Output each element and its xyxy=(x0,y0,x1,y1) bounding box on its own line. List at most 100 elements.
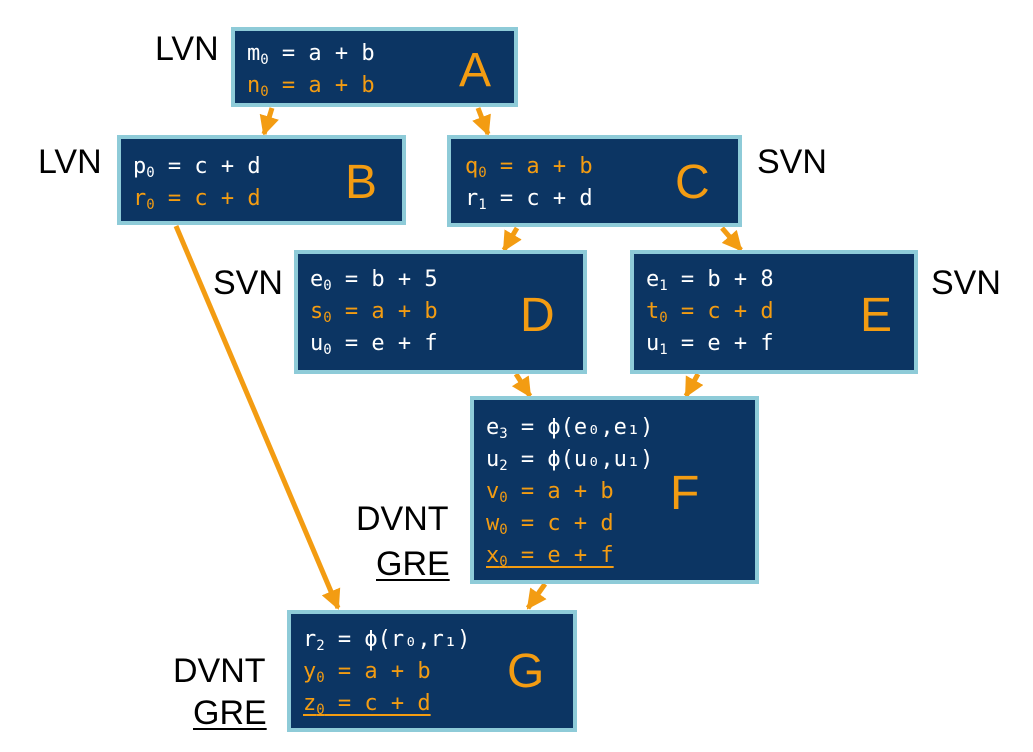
block-g-name: G xyxy=(507,645,545,698)
code-expr: = c + d xyxy=(486,186,593,211)
code-var: q xyxy=(465,154,479,179)
code-line: e0 = b + 5 xyxy=(310,264,438,296)
block-c-name: C xyxy=(675,156,710,209)
edge-a-c xyxy=(472,107,491,136)
code-expr: = e + f xyxy=(507,543,614,568)
code-var: t xyxy=(646,299,660,324)
block-c: q0 = a + b r1 = c + d C xyxy=(447,135,742,227)
code-var: u xyxy=(310,331,324,356)
edge-c-d xyxy=(501,226,522,252)
block-g: r2 = ϕ(r₀,r₁) y0 = a + b z0 = c + d G xyxy=(287,610,577,732)
code-var: u xyxy=(486,447,500,472)
code-line: p0 = c + d xyxy=(133,151,261,183)
block-d-code: e0 = b + 5 s0 = a + b u0 = e + f xyxy=(310,264,438,360)
code-expr: = a + b xyxy=(507,479,614,504)
label-c: SVN xyxy=(757,143,827,181)
code-subscript: 0 xyxy=(260,52,269,68)
code-var: e xyxy=(310,267,324,292)
code-expr: = c + d xyxy=(154,186,261,211)
code-var: x xyxy=(486,543,500,568)
code-expr: = a + b xyxy=(324,659,431,684)
code-var: r xyxy=(303,627,317,652)
code-expr: = a + b xyxy=(486,154,593,179)
code-expr: = a + b xyxy=(331,299,438,324)
edge-b-g xyxy=(173,225,341,610)
code-var: w xyxy=(486,511,500,536)
code-expr: = ϕ(r₀,r₁) xyxy=(324,627,471,652)
code-line: u2 = ϕ(u₀,u₁) xyxy=(486,444,653,476)
code-line: y0 = a + b xyxy=(303,656,470,688)
code-line: u0 = e + f xyxy=(310,328,438,360)
code-subscript: 0 xyxy=(323,342,332,358)
code-expr: = c + d xyxy=(667,299,774,324)
code-var: e xyxy=(486,415,500,440)
code-subscript: 2 xyxy=(316,638,325,654)
code-subscript: 0 xyxy=(316,702,325,718)
code-line: v0 = a + b xyxy=(486,476,653,508)
code-line: r0 = c + d xyxy=(133,183,261,215)
code-subscript: 0 xyxy=(499,490,508,506)
code-var: m xyxy=(247,41,261,66)
code-expr: = b + 5 xyxy=(331,267,438,292)
code-var: u xyxy=(646,331,660,356)
code-subscript: 0 xyxy=(316,670,325,686)
code-var: y xyxy=(303,659,317,684)
code-line: e1 = b + 8 xyxy=(646,264,774,296)
code-line: e3 = ϕ(e₀,e₁) xyxy=(486,412,653,444)
code-expr: = b + 8 xyxy=(667,267,774,292)
code-var: v xyxy=(486,479,500,504)
edge-d-f xyxy=(511,372,533,398)
code-line: q0 = a + b xyxy=(465,151,593,183)
code-line: n0 = a + b xyxy=(247,70,375,102)
block-a-code: m0 = a + b n0 = a + b xyxy=(247,38,375,102)
code-subscript: 1 xyxy=(478,197,487,213)
block-e: e1 = b + 8 t0 = c + d u1 = e + f E xyxy=(630,250,918,374)
edge-a-b xyxy=(259,107,279,136)
block-f: e3 = ϕ(e₀,e₁) u2 = ϕ(u₀,u₁) v0 = a + b w0 =… xyxy=(470,396,759,584)
block-d-name: D xyxy=(520,289,555,342)
block-c-code: q0 = a + b r1 = c + d xyxy=(465,151,593,215)
code-var: s xyxy=(310,299,324,324)
code-var: p xyxy=(133,154,147,179)
code-subscript: 0 xyxy=(146,165,155,181)
code-expr: = c + d xyxy=(324,691,431,716)
code-line: w0 = c + d xyxy=(486,508,653,540)
code-expr: = c + d xyxy=(507,511,614,536)
code-subscript: 1 xyxy=(659,278,668,294)
block-f-name: F xyxy=(670,467,700,520)
code-subscript: 0 xyxy=(499,554,508,570)
label-d: SVN xyxy=(213,264,283,302)
code-subscript: 0 xyxy=(478,165,487,181)
label-b: LVN xyxy=(38,143,102,181)
code-line: m0 = a + b xyxy=(247,38,375,70)
label-e: SVN xyxy=(931,264,1001,302)
block-b-name: B xyxy=(345,156,378,209)
edge-e-f xyxy=(683,372,704,398)
code-line: z0 = c + d xyxy=(303,688,470,720)
edge-c-e xyxy=(720,226,743,252)
label-g-dvnt: DVNT xyxy=(173,652,266,690)
label-f-dvnt: DVNT xyxy=(356,500,449,538)
code-expr: = ϕ(u₀,u₁) xyxy=(507,447,654,472)
code-line: x0 = e + f xyxy=(486,540,653,572)
code-line: r2 = ϕ(r₀,r₁) xyxy=(303,624,470,656)
code-line: u1 = e + f xyxy=(646,328,774,360)
code-subscript: 3 xyxy=(499,426,508,442)
edge-f-g xyxy=(525,582,548,610)
code-subscript: 0 xyxy=(499,522,508,538)
code-expr: = c + d xyxy=(154,154,261,179)
block-f-code: e3 = ϕ(e₀,e₁) u2 = ϕ(u₀,u₁) v0 = a + b w0 =… xyxy=(486,412,653,572)
code-subscript: 0 xyxy=(323,278,332,294)
block-b: p0 = c + d r0 = c + d B xyxy=(117,135,406,225)
block-e-code: e1 = b + 8 t0 = c + d u1 = e + f xyxy=(646,264,774,360)
code-var: r xyxy=(465,186,479,211)
block-a: m0 = a + b n0 = a + b A xyxy=(231,27,518,107)
block-d: e0 = b + 5 s0 = a + b u0 = e + f D xyxy=(294,250,587,374)
label-a: LVN xyxy=(155,30,219,68)
label-f-gre: GRE xyxy=(376,545,450,583)
code-subscript: 0 xyxy=(659,310,668,326)
code-subscript: 2 xyxy=(499,458,508,474)
code-var: z xyxy=(303,691,317,716)
code-expr: = e + f xyxy=(331,331,438,356)
